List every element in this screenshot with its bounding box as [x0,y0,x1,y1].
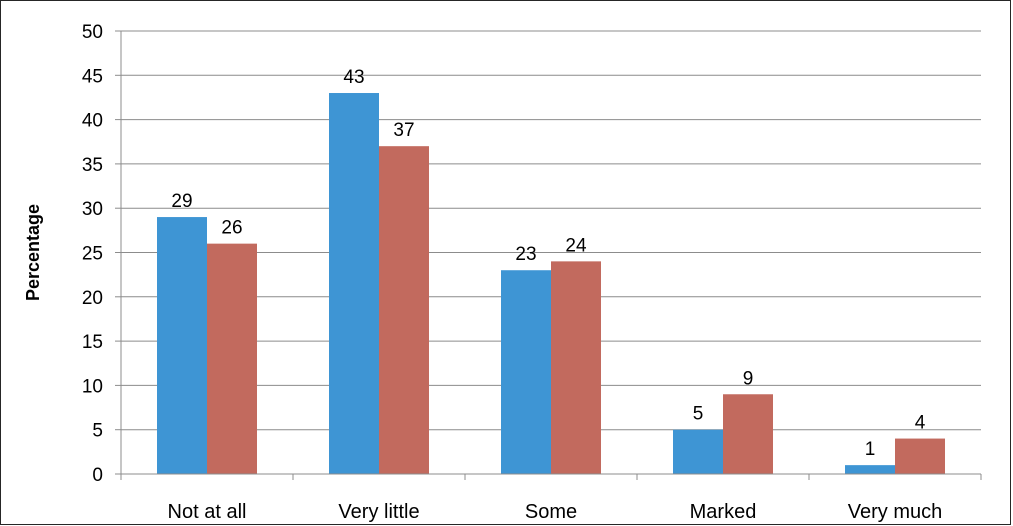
bar [845,465,895,474]
gridlines [121,30,981,431]
y-tick-label: 20 [82,288,103,309]
bar [501,270,551,474]
bar-data-label: 4 [915,413,926,434]
y-axis-title: Percentage [23,204,43,301]
x-axis-categories: Not at all Very little Some Marked Very much [120,474,982,523]
x-category-label: Marked [690,501,757,523]
bar [379,146,429,474]
bar [329,93,379,475]
data-labels: 29 26 43 37 23 24 5 9 1 4 [171,67,925,460]
x-category-label: Very little [338,501,419,523]
x-category-label: Very much [848,501,942,523]
y-tick-label: 25 [82,244,103,265]
bar-data-label: 37 [393,120,414,141]
y-axis-ticks: 0 5 10 15 20 25 30 35 40 45 50 [82,22,121,486]
bar-data-label: 9 [743,368,754,389]
bar [723,394,773,474]
y-tick-label: 5 [92,421,103,442]
x-category-label: Not at all [168,501,247,523]
y-tick-label: 0 [92,465,103,486]
y-tick-label: 10 [82,376,103,397]
bar-data-label: 1 [865,439,876,460]
x-category-label: Some [525,501,577,523]
bar [673,429,723,474]
bars [157,93,945,475]
bar-data-label: 29 [171,191,192,212]
bar [551,261,601,474]
y-tick-label: 30 [82,199,103,220]
y-tick-label: 35 [82,155,103,176]
bar-data-label: 24 [565,235,587,256]
bar-data-label: 5 [693,404,704,425]
bar [207,243,257,474]
y-tick-label: 50 [82,22,103,43]
y-tick-label: 40 [82,111,103,132]
y-tick-label: 15 [82,332,103,353]
bar [157,217,207,474]
bar-data-label: 23 [515,244,536,265]
bar-data-label: 26 [221,218,242,239]
bar-data-label: 43 [343,67,364,88]
bar [895,438,945,474]
y-tick-label: 45 [82,66,103,87]
